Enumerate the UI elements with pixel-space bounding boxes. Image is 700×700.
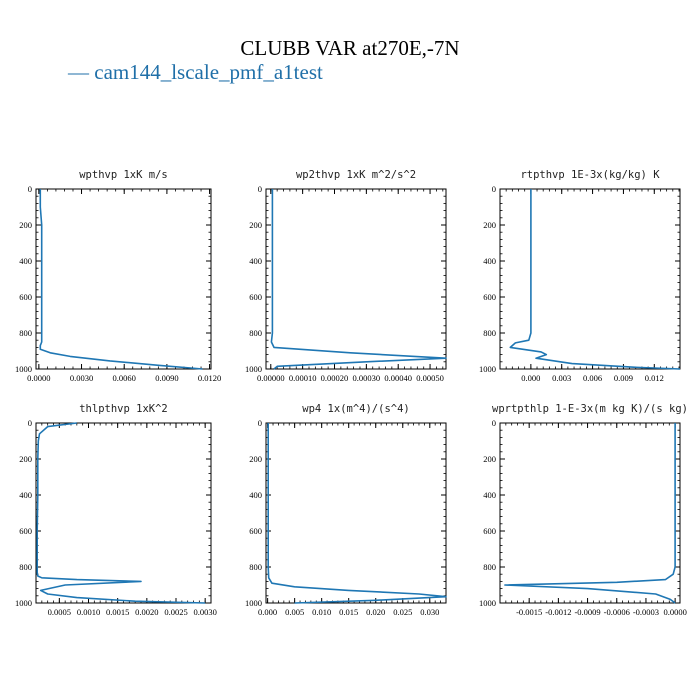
y-tick-label: 800: [249, 562, 262, 572]
x-tick-label: 0.0025: [164, 607, 187, 617]
x-tick-label: 0.0030: [70, 373, 93, 383]
x-tick-label: 0.0020: [135, 607, 158, 617]
panel-title: wprtpthlp 1-E-3x(m kg K)/(s kg): [492, 403, 688, 415]
series-line: [270, 189, 447, 370]
panel-title: wp2thvp 1xK m^2/s^2: [296, 169, 416, 181]
x-tick-label: 0.0015: [106, 607, 129, 617]
plot-frame: [499, 422, 681, 604]
x-tick-label: 0.00030: [353, 373, 381, 383]
x-tick-label: 0.0090: [155, 373, 178, 383]
x-tick-label: 0.00040: [384, 373, 412, 383]
y-tick-label: 400: [483, 256, 496, 266]
plot-panel: rtpthvp 1E-3x(kg/kg) K 0 200 400 600 800 1000 0…: [479, 169, 681, 383]
x-tick-label: 0.000: [258, 607, 277, 617]
plot-panel: wp2thvp 1xK m^2/s^2020040060080010000.00…: [245, 169, 447, 383]
x-tick-label: 0.0060: [113, 373, 136, 383]
x-tick-label: -0.0009: [574, 607, 600, 617]
y-tick-label: 200: [483, 454, 496, 464]
y-tick-label: 0: [492, 418, 496, 428]
x-tick-label: 0.012: [645, 373, 664, 383]
y-tick-label: 600: [483, 292, 496, 302]
series-line: [504, 423, 676, 604]
y-tick-label: 200: [249, 454, 262, 464]
series-line: [267, 423, 447, 604]
y-tick-label: 600: [249, 526, 262, 536]
x-tick-label: 0.0000: [663, 607, 686, 617]
plot-frame: [35, 422, 212, 604]
figure-title: CLUBB VAR at270E,-7N: [240, 36, 460, 60]
y-tick-label: 1000: [15, 364, 32, 374]
x-tick-label: 0.00050: [416, 373, 444, 383]
y-tick-label: 200: [483, 220, 496, 230]
y-tick-label: 800: [19, 562, 32, 572]
plot-frame: [499, 188, 681, 370]
x-tick-label: 0.005: [285, 607, 304, 617]
x-tick-label: 0.009: [614, 373, 633, 383]
x-tick-label: -0.0003: [633, 607, 659, 617]
y-tick-label: 400: [19, 490, 32, 500]
y-tick-label: 400: [249, 256, 262, 266]
x-tick-label: 0.00000: [257, 373, 285, 383]
x-tick-label: -0.0006: [604, 607, 630, 617]
x-tick-label: 0.0120: [198, 373, 221, 383]
y-tick-label: 800: [249, 328, 262, 338]
y-tick-label: 0: [28, 418, 32, 428]
y-tick-label: 600: [19, 292, 32, 302]
x-tick-label: 0.010: [312, 607, 331, 617]
y-tick-label: 0: [258, 184, 262, 194]
y-tick-label: 1000: [245, 598, 262, 608]
x-tick-label: 0.025: [393, 607, 412, 617]
y-tick-label: 0: [28, 184, 32, 194]
plot-frame: [35, 188, 212, 370]
y-tick-label: 200: [249, 220, 262, 230]
y-tick-label: 0: [258, 418, 262, 428]
x-tick-label: 0.000: [521, 373, 540, 383]
y-tick-label: 200: [19, 454, 32, 464]
panel-title: wpthvp 1xK m/s: [79, 169, 168, 181]
panel-title: wp4 1x(m^4)/(s^4): [302, 403, 409, 415]
y-tick-label: 0: [492, 184, 496, 194]
y-tick-label: 1000: [479, 364, 496, 374]
series-line: [36, 422, 206, 604]
x-tick-label: 0.006: [583, 373, 602, 383]
y-tick-label: 400: [249, 490, 262, 500]
y-tick-label: 800: [483, 562, 496, 572]
plot-panel: thlpthvp 1xK^2 0 200 400 600 800 1000 0.0005 0.0…: [15, 403, 217, 617]
plot-frame: [265, 422, 447, 604]
y-tick-label: 600: [19, 526, 32, 536]
y-tick-label: 1000: [15, 598, 32, 608]
x-tick-label: -0.0012: [545, 607, 571, 617]
x-tick-label: 0.0000: [27, 373, 50, 383]
series-line: [509, 189, 681, 370]
panel-title: thlpthvp 1xK^2: [79, 403, 168, 415]
y-tick-label: 600: [249, 292, 262, 302]
x-tick-label: 0.003: [552, 373, 571, 383]
x-tick-label: 0.00010: [289, 373, 317, 383]
y-tick-label: 800: [483, 328, 496, 338]
y-tick-label: 200: [19, 220, 32, 230]
y-tick-label: 1000: [245, 364, 262, 374]
y-tick-label: 800: [19, 328, 32, 338]
panel-title: rtpthvp 1E-3x(kg/kg) K: [520, 169, 660, 181]
plot-panel: wprtpthlp 1-E-3x(m kg K)/(s kg) 0 200 400 60…: [479, 403, 688, 617]
x-tick-label: 0.030: [420, 607, 439, 617]
y-tick-label: 600: [483, 526, 496, 536]
y-tick-label: 400: [19, 256, 32, 266]
x-tick-label: 0.0010: [77, 607, 100, 617]
x-tick-label: -0.0015: [516, 607, 542, 617]
series-line: [39, 189, 203, 370]
x-tick-label: 0.020: [366, 607, 385, 617]
x-tick-label: 0.00020: [321, 373, 349, 383]
legend-entry: — cam144_lscale_pmf_a1test: [68, 60, 323, 84]
plot-frame: [265, 188, 447, 370]
y-tick-label: 400: [483, 490, 496, 500]
x-tick-label: 0.0030: [193, 607, 216, 617]
x-tick-label: 0.015: [339, 607, 358, 617]
x-tick-label: 0.0005: [48, 607, 71, 617]
y-tick-label: 1000: [479, 598, 496, 608]
